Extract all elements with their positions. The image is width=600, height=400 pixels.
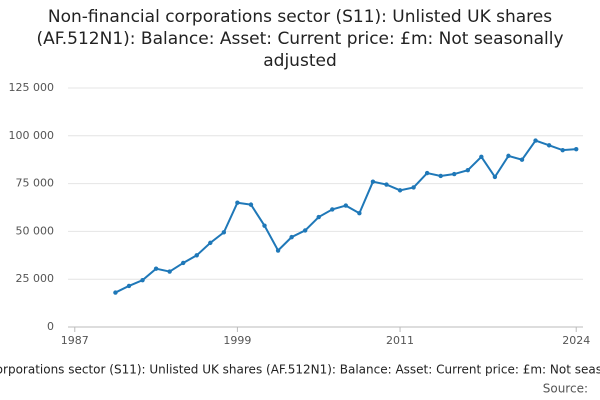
point	[113, 290, 118, 295]
point	[519, 157, 525, 162]
point	[465, 168, 471, 173]
point	[140, 277, 145, 283]
point	[533, 138, 538, 143]
point	[343, 203, 349, 208]
point	[153, 266, 159, 271]
point	[546, 143, 552, 148]
y-tick-label: 125 000	[9, 81, 55, 94]
point	[438, 173, 443, 179]
y-tick-label: 25 000	[16, 272, 55, 285]
chart-title: Non-financial corporations sector (S11):…	[36, 7, 564, 71]
point	[452, 171, 457, 177]
point	[357, 211, 362, 216]
point	[180, 260, 186, 266]
point	[424, 170, 430, 176]
point	[302, 228, 308, 233]
y-tick-label: 75 000	[16, 177, 55, 190]
point	[262, 223, 267, 228]
x-tick-label: 2024	[562, 334, 590, 347]
x-tick-label: 1999	[223, 334, 251, 347]
point	[194, 253, 199, 258]
point	[208, 240, 213, 246]
point	[316, 214, 321, 220]
point	[235, 200, 240, 205]
y-tick-label: 100 000	[9, 129, 55, 142]
point	[560, 147, 565, 153]
point	[275, 248, 281, 253]
x-axis-label: Non-financial corporations sector (S11):…	[0, 363, 600, 377]
point	[397, 188, 403, 193]
y-tick-label: 0	[47, 320, 54, 333]
point	[289, 234, 294, 240]
y-tick-label: 50 000	[16, 224, 55, 237]
point	[384, 182, 389, 187]
point	[248, 202, 254, 207]
point	[411, 185, 416, 190]
point	[479, 154, 484, 160]
x-tick-label: 2011	[386, 334, 414, 347]
point	[492, 174, 498, 180]
point	[370, 179, 376, 184]
point	[167, 269, 172, 274]
line	[114, 139, 577, 294]
point	[574, 146, 579, 152]
source: Source:	[543, 382, 588, 396]
point	[330, 207, 335, 212]
point	[126, 283, 132, 289]
x-tick-label: 1987	[61, 334, 89, 347]
point	[221, 230, 227, 235]
point	[506, 153, 511, 159]
